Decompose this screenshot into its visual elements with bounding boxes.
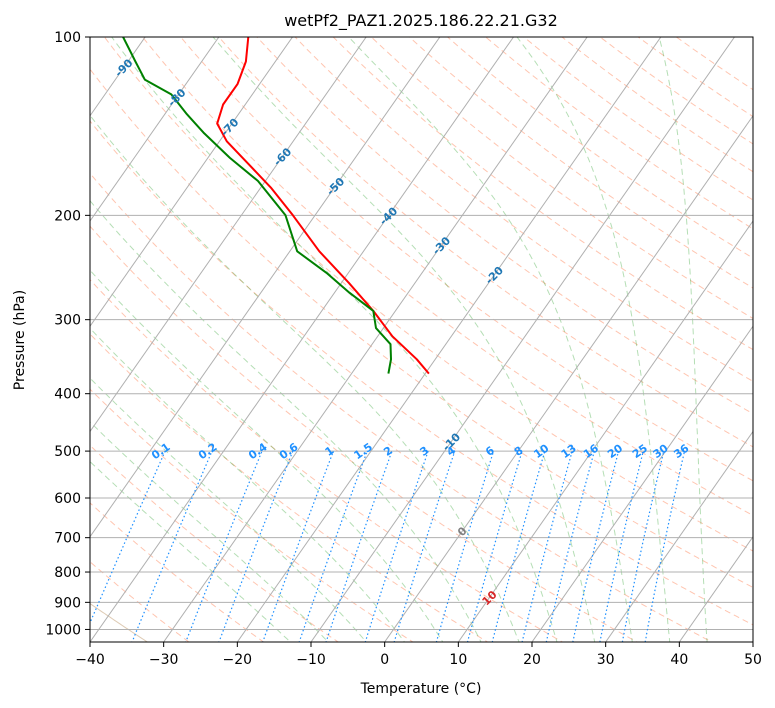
y-tick-label: 900 (54, 595, 81, 611)
y-tick-label: 200 (54, 208, 81, 224)
moist-adiabats (90, 37, 708, 642)
isotherm-line (236, 37, 662, 642)
y-tick-label: 100 (54, 30, 81, 46)
dry-adiabat-line (90, 561, 190, 642)
mixing-ratio-line (435, 450, 495, 642)
moist-adiabat-line (90, 421, 329, 642)
plot-frame (89, 36, 754, 643)
dry-adiabat-line (90, 225, 639, 642)
dry-adiabat-line (180, 37, 753, 482)
x-tick-label: −40 (75, 652, 105, 668)
mixing-ratio-line (364, 450, 429, 642)
dry-adiabat-line (370, 37, 753, 320)
x-tick-label: 40 (670, 652, 688, 668)
dry-adiabats (90, 37, 753, 642)
dry-adiabat-line (90, 68, 753, 589)
reference-curve-line (90, 602, 149, 642)
x-tick-label: 10 (449, 652, 467, 668)
isotherm-line (678, 535, 753, 642)
sounding-series (122, 37, 430, 375)
y-axis-ticks: 100 200 300 400 500 600 700 800 900 1000 (45, 30, 90, 638)
isotherm-line (90, 37, 367, 433)
dry-adiabat-line (90, 120, 753, 626)
mixing-ratio-line (90, 450, 166, 625)
x-tick-label: 30 (597, 652, 615, 668)
dry-adiabat-line (332, 37, 753, 351)
dry-adiabat-line (90, 172, 713, 642)
dry-adiabat-line (90, 278, 564, 642)
x-tick-label: 50 (744, 652, 762, 668)
moist-adiabat-line (348, 37, 633, 642)
x-axis-title: Temperature (°C) (360, 681, 482, 697)
pressure-gridlines (90, 37, 753, 630)
mixing-ratio-line (599, 450, 644, 642)
isotherm-line (310, 37, 736, 642)
moist-adiabat-line (90, 114, 520, 642)
x-tick-label: 20 (523, 652, 541, 668)
isotherm-line (90, 37, 294, 328)
isotherm-line (531, 325, 753, 642)
temperature-profile-line (216, 37, 430, 375)
isotherm-line (605, 430, 753, 642)
isotherms (90, 37, 753, 642)
mixing-ratio-line (325, 450, 393, 642)
mixing-ratio-line (572, 450, 620, 642)
mixing-ratio-line (466, 450, 523, 642)
mixing-ratio-line (298, 450, 368, 642)
mixing-ratio-line (644, 450, 686, 642)
moist-adiabat-line (212, 37, 596, 642)
moist-adiabat-line (90, 327, 406, 642)
moist-adiabat-line (90, 269, 444, 642)
isotherm-line (384, 114, 753, 642)
reference-curve (90, 602, 149, 642)
mixing-ratio-line (521, 450, 573, 642)
moist-adiabat-line (516, 37, 671, 642)
isotherm-line (457, 220, 753, 642)
y-tick-label: 600 (54, 491, 81, 507)
isotherm-label: 20 (516, 640, 536, 660)
dry-adiabat-line (90, 388, 414, 642)
x-tick-label: −10 (296, 652, 326, 668)
mixing-ratio-line (621, 450, 665, 642)
mixing-ratio-line (491, 450, 546, 642)
moist-adiabat-line (90, 200, 482, 642)
dewpoint-profile-line (122, 37, 392, 374)
isotherm-line (90, 37, 220, 222)
moist-adiabat-line (90, 377, 367, 642)
chart-title: wetPf2_PAZ1.2025.186.22.21.G32 (284, 11, 558, 31)
mixing-ratio-line (545, 450, 595, 642)
x-tick-label: −20 (223, 652, 253, 668)
moist-adiabat-line (658, 37, 708, 642)
x-axis-ticks: −40 −30 −20 −10 0 10 20 30 40 50 (75, 642, 762, 668)
x-tick-label: −30 (149, 652, 179, 668)
y-tick-label: 1000 (45, 622, 81, 638)
isotherm-line (90, 37, 441, 538)
y-tick-label: 700 (54, 531, 81, 547)
dry-adiabat-line (218, 37, 753, 448)
y-axis-title: Pressure (hPa) (12, 290, 28, 390)
mixing-ratio-line (185, 450, 263, 642)
isotherm-line (90, 37, 515, 642)
dry-adiabat-line (90, 502, 265, 642)
dry-adiabat-line (256, 37, 753, 415)
dry-adiabat-line (103, 37, 753, 552)
y-tick-label: 500 (54, 444, 81, 460)
y-tick-label: 300 (54, 313, 81, 329)
x-tick-label: 0 (380, 652, 389, 668)
dry-adiabat-line (90, 333, 489, 642)
mixing-ratio-lines (90, 450, 686, 642)
y-tick-label: 400 (54, 387, 81, 403)
mixing-ratio-line (131, 450, 213, 642)
y-tick-label: 800 (54, 565, 81, 581)
